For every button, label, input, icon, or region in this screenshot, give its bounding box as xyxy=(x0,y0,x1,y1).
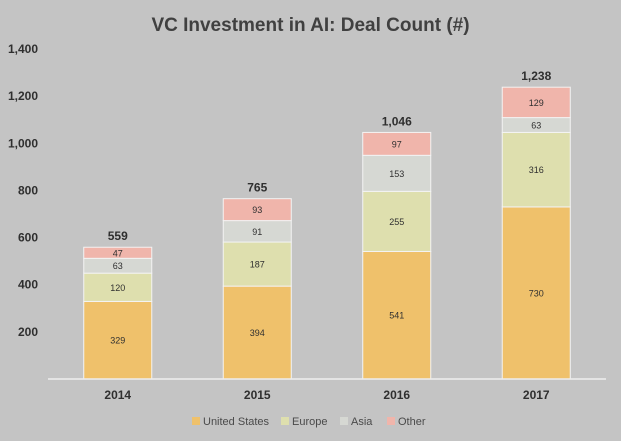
y-axis: 200 400 600 800 1,000 1,200 1,400 xyxy=(8,42,38,339)
x-tick-label: 2015 xyxy=(244,388,271,402)
bar-segment xyxy=(501,206,571,380)
legend-swatch xyxy=(281,417,289,425)
bar-segment xyxy=(362,154,432,192)
data-label: 63 xyxy=(113,261,123,271)
data-label: 187 xyxy=(250,260,265,270)
bar-segment xyxy=(362,250,432,380)
bar-segment xyxy=(362,131,432,156)
legend-label: United States xyxy=(203,416,270,428)
bar-segment xyxy=(501,131,571,208)
data-label: 93 xyxy=(252,205,262,215)
bar-segment xyxy=(83,300,153,380)
data-label: 541 xyxy=(389,311,404,321)
legend: United States Europe Asia Other xyxy=(192,416,426,428)
legend-label: Europe xyxy=(292,416,327,428)
legend-swatch xyxy=(192,417,200,425)
x-tick-label: 2014 xyxy=(104,388,131,402)
bar-segment xyxy=(501,86,571,119)
legend-label: Other xyxy=(398,416,426,428)
bar-group: 329 120 63 47 559 394 187 91 93 765 541 255 153 97 1,0… xyxy=(83,69,571,380)
total-label: 559 xyxy=(108,229,128,243)
data-label: 129 xyxy=(529,98,544,108)
x-tick-label: 2016 xyxy=(383,388,410,402)
bar-segment xyxy=(222,198,292,222)
x-axis: 2014 2015 2016 2017 xyxy=(104,388,550,402)
data-label: 153 xyxy=(389,169,404,179)
legend-label: Asia xyxy=(351,416,373,428)
y-tick-label: 1,200 xyxy=(8,89,38,103)
data-label: 316 xyxy=(529,165,544,175)
y-tick-label: 800 xyxy=(18,183,38,197)
data-label: 97 xyxy=(392,139,402,149)
x-tick-label: 2017 xyxy=(523,388,550,402)
y-tick-label: 400 xyxy=(18,278,38,292)
y-tick-label: 1,000 xyxy=(8,136,38,150)
total-label: 1,046 xyxy=(382,114,412,128)
data-label: 91 xyxy=(252,227,262,237)
data-label: 730 xyxy=(529,288,544,298)
data-label: 255 xyxy=(389,217,404,227)
bar-segment xyxy=(83,272,153,302)
y-tick-label: 1,400 xyxy=(8,42,38,56)
data-label: 47 xyxy=(113,248,123,258)
bar-segment xyxy=(362,190,432,252)
chart-title: VC Investment in AI: Deal Count (#) xyxy=(151,15,469,36)
data-label: 329 xyxy=(110,336,125,346)
bar-segment xyxy=(83,246,153,259)
data-label: 63 xyxy=(531,121,541,131)
y-tick-label: 600 xyxy=(18,231,38,245)
y-tick-label: 200 xyxy=(18,325,38,339)
total-label: 1,238 xyxy=(521,69,551,83)
data-label: 394 xyxy=(250,328,265,338)
total-label: 765 xyxy=(247,181,267,195)
legend-swatch xyxy=(340,417,348,425)
data-label: 120 xyxy=(110,283,125,293)
legend-swatch xyxy=(387,417,395,425)
